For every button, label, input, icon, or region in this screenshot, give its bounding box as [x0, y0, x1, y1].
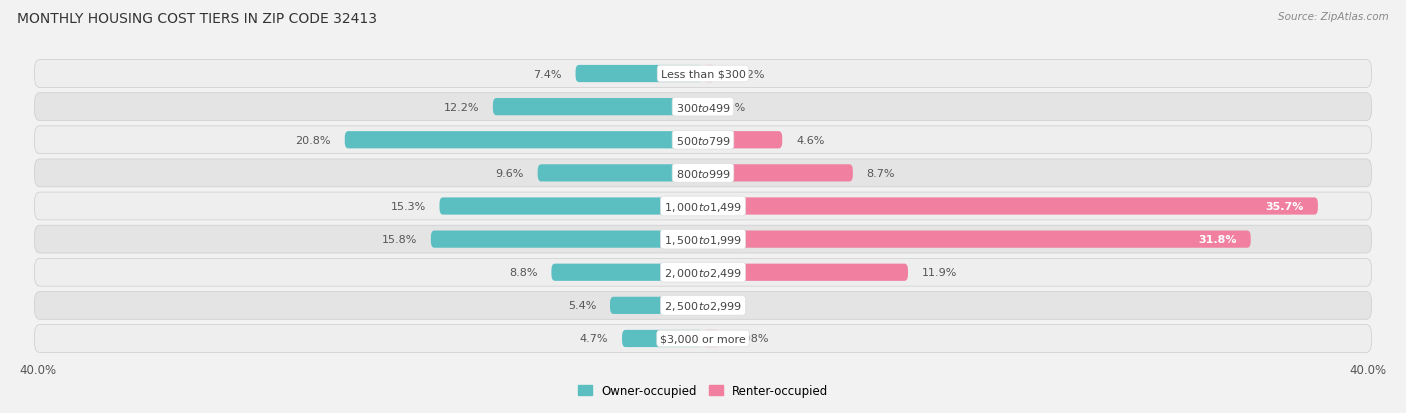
Text: 0.0%: 0.0% [717, 301, 745, 311]
Text: 40.0%: 40.0% [20, 363, 56, 376]
Text: 4.6%: 4.6% [796, 135, 824, 145]
FancyBboxPatch shape [537, 165, 703, 182]
Text: 11.9%: 11.9% [922, 268, 957, 278]
Text: 12.2%: 12.2% [444, 102, 479, 112]
FancyBboxPatch shape [621, 330, 703, 347]
Text: $3,000 or more: $3,000 or more [661, 334, 745, 344]
Text: 35.7%: 35.7% [1265, 202, 1305, 211]
FancyBboxPatch shape [551, 264, 703, 281]
Text: 15.8%: 15.8% [381, 235, 418, 244]
Text: Source: ZipAtlas.com: Source: ZipAtlas.com [1278, 12, 1389, 22]
Text: 0.0%: 0.0% [717, 102, 745, 112]
Text: 5.4%: 5.4% [568, 301, 596, 311]
Text: 15.3%: 15.3% [391, 202, 426, 211]
FancyBboxPatch shape [35, 126, 1371, 154]
Text: 8.7%: 8.7% [866, 169, 896, 178]
FancyBboxPatch shape [440, 198, 703, 215]
FancyBboxPatch shape [35, 225, 1371, 254]
FancyBboxPatch shape [703, 132, 782, 149]
Text: 9.6%: 9.6% [495, 169, 524, 178]
Text: 7.4%: 7.4% [533, 69, 562, 79]
Text: 31.8%: 31.8% [1198, 235, 1237, 244]
Text: $2,500 to $2,999: $2,500 to $2,999 [664, 299, 742, 312]
Text: $1,000 to $1,499: $1,000 to $1,499 [664, 200, 742, 213]
FancyBboxPatch shape [494, 99, 703, 116]
FancyBboxPatch shape [35, 292, 1371, 320]
Text: 0.98%: 0.98% [734, 334, 769, 344]
Text: 40.0%: 40.0% [1350, 363, 1386, 376]
FancyBboxPatch shape [703, 231, 1251, 248]
FancyBboxPatch shape [35, 93, 1371, 121]
Text: MONTHLY HOUSING COST TIERS IN ZIP CODE 32413: MONTHLY HOUSING COST TIERS IN ZIP CODE 3… [17, 12, 377, 26]
Text: $300 to $499: $300 to $499 [675, 102, 731, 113]
FancyBboxPatch shape [35, 60, 1371, 88]
FancyBboxPatch shape [35, 259, 1371, 287]
Text: $800 to $999: $800 to $999 [675, 168, 731, 179]
Text: $2,000 to $2,499: $2,000 to $2,499 [664, 266, 742, 279]
FancyBboxPatch shape [703, 198, 1317, 215]
Text: 4.7%: 4.7% [579, 334, 609, 344]
FancyBboxPatch shape [703, 66, 716, 83]
Text: $1,500 to $1,999: $1,500 to $1,999 [664, 233, 742, 246]
Text: 8.8%: 8.8% [509, 268, 537, 278]
Text: 20.8%: 20.8% [295, 135, 330, 145]
Text: 0.72%: 0.72% [730, 69, 765, 79]
Text: Less than $300: Less than $300 [661, 69, 745, 79]
FancyBboxPatch shape [35, 325, 1371, 353]
FancyBboxPatch shape [703, 165, 853, 182]
FancyBboxPatch shape [575, 66, 703, 83]
Text: $500 to $799: $500 to $799 [675, 135, 731, 146]
FancyBboxPatch shape [610, 297, 703, 314]
FancyBboxPatch shape [35, 159, 1371, 188]
FancyBboxPatch shape [703, 330, 720, 347]
FancyBboxPatch shape [344, 132, 703, 149]
Legend: Owner-occupied, Renter-occupied: Owner-occupied, Renter-occupied [572, 379, 834, 401]
FancyBboxPatch shape [35, 192, 1371, 221]
FancyBboxPatch shape [430, 231, 703, 248]
FancyBboxPatch shape [703, 264, 908, 281]
